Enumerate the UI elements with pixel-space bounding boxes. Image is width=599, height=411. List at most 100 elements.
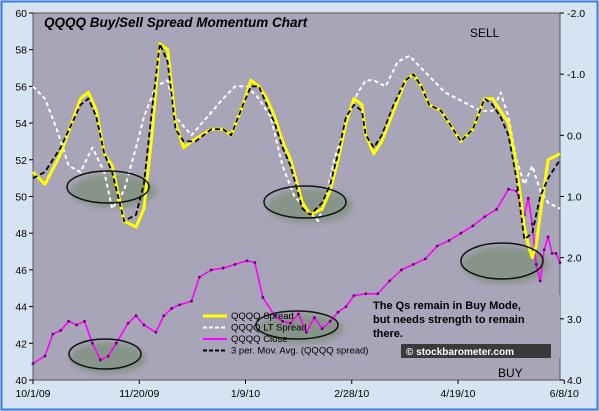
series-line-3 xyxy=(32,42,561,241)
chart-title: QQQQ Buy/Sell Spread Momentum Chart xyxy=(44,15,308,30)
close-point xyxy=(554,251,558,255)
buy-label: BUY xyxy=(498,366,523,380)
close-point xyxy=(530,222,534,226)
close-point xyxy=(98,358,102,362)
annotation-line-2: but needs strength to remain xyxy=(373,314,525,326)
axis-ticks: 40 42 44 46 48 50 52 54 56 58 60 4.0 3.0 2.0 1.0 0.0 -1.… xyxy=(15,8,585,400)
close-point xyxy=(43,354,47,358)
close-point xyxy=(51,332,55,336)
y-left-tick-label: 50 xyxy=(15,192,27,204)
x-tick-label: 6/8/10 xyxy=(550,388,579,400)
x-tick-label: 4/19/10 xyxy=(440,388,475,400)
highlight-ellipse xyxy=(263,185,347,219)
close-point xyxy=(67,319,71,323)
y-left-tick-label: 44 xyxy=(15,302,27,314)
close-point xyxy=(190,299,193,303)
close-point xyxy=(459,231,463,235)
close-point xyxy=(542,248,546,252)
close-point xyxy=(154,330,158,334)
close-point xyxy=(411,262,415,266)
y-right-tick-label: 1.0 xyxy=(567,192,582,204)
legend-label: QQQQ Spread xyxy=(231,311,294,322)
close-point xyxy=(447,239,451,242)
close-point xyxy=(91,341,94,345)
y-left-tick-label: 60 xyxy=(15,8,27,20)
sell-label: SELL xyxy=(470,26,500,40)
legend-label: QQQQ LT Spread xyxy=(231,323,307,334)
close-point xyxy=(538,279,542,283)
close-point xyxy=(114,341,118,345)
watermark: © stockbarometer.com xyxy=(401,344,551,358)
y-left-tick-label: 56 xyxy=(15,81,27,93)
close-point xyxy=(281,319,285,323)
highlight-ellipse xyxy=(255,310,339,340)
close-point xyxy=(305,330,308,334)
close-point xyxy=(312,316,316,320)
x-tick-label: 1/9/10 xyxy=(231,388,260,400)
y-left-tick-label: 52 xyxy=(15,155,27,167)
close-point xyxy=(221,266,225,270)
close-point xyxy=(253,261,257,264)
close-point xyxy=(471,224,475,228)
close-point xyxy=(534,262,538,266)
watermark-text: © stockbarometer.com xyxy=(406,347,514,358)
close-point xyxy=(297,312,300,316)
close-point xyxy=(364,292,368,296)
close-point xyxy=(106,354,110,358)
close-point xyxy=(336,310,340,314)
y-left-tick-label: 58 xyxy=(15,45,27,57)
close-point xyxy=(209,268,213,272)
close-point xyxy=(400,268,403,272)
highlight-ellipse xyxy=(66,170,150,204)
highlight-ellipses xyxy=(66,170,544,370)
close-point xyxy=(376,292,380,296)
y-left-tick-label: 42 xyxy=(15,338,27,350)
close-point xyxy=(507,187,510,191)
close-point xyxy=(245,259,249,263)
close-point xyxy=(31,362,35,365)
close-point xyxy=(170,307,174,310)
y-right-tick-label: 0.0 xyxy=(567,130,582,142)
close-point xyxy=(550,251,554,255)
y-left-tick-label: 48 xyxy=(15,228,27,240)
y-right-tick-label: 2.0 xyxy=(567,253,582,265)
series-line-0 xyxy=(31,42,561,260)
y-left-tick-label: 40 xyxy=(15,375,27,387)
close-point xyxy=(423,257,427,261)
series-layer xyxy=(31,42,562,365)
close-point xyxy=(526,196,530,200)
close-point xyxy=(75,323,78,327)
close-point xyxy=(233,262,237,266)
x-tick-label: 2/28/10 xyxy=(334,388,369,400)
close-point xyxy=(198,275,201,279)
annotation-line-1: The Qs remain in Buy Mode, xyxy=(373,300,521,312)
y-right-tick-label: -2.0 xyxy=(567,8,585,20)
close-point xyxy=(328,319,332,323)
y-right-tick-label: -1.0 xyxy=(567,69,585,81)
close-point xyxy=(435,244,439,248)
annotation-line-3: there. xyxy=(373,328,403,340)
legend-label: 3 per. Mov. Avg. (QQQQ spread) xyxy=(231,346,368,357)
close-point xyxy=(142,323,146,327)
close-point xyxy=(273,314,277,318)
y-right-tick-label: 3.0 xyxy=(567,314,582,326)
close-point xyxy=(558,261,562,264)
close-point xyxy=(320,327,324,331)
close-point xyxy=(289,321,292,325)
close-point xyxy=(261,296,265,299)
close-point xyxy=(83,319,86,323)
y-left-tick-label: 46 xyxy=(15,265,27,277)
close-point xyxy=(162,314,166,318)
legend-label: QQQQ Close xyxy=(231,334,288,345)
highlight-ellipse xyxy=(68,338,142,370)
close-point xyxy=(495,207,499,211)
highlight-ellipse xyxy=(460,242,544,280)
close-point xyxy=(59,329,63,332)
close-point xyxy=(134,314,138,318)
close-point xyxy=(178,303,182,307)
y-left-tick-label: 54 xyxy=(15,118,27,130)
close-point xyxy=(344,305,348,308)
